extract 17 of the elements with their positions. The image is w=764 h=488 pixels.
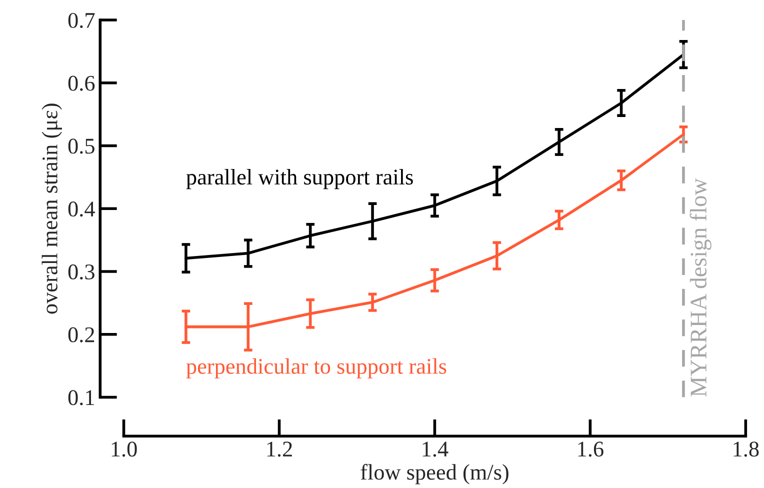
y-tick-label: 0.4 [68,202,95,217]
y-tick-label: 0.6 [68,76,95,91]
y-tick-label: 0.3 [68,264,94,280]
x-tick-label: 1.4 [422,442,448,457]
y-tick-label: 0.5 [68,138,94,154]
x-tick-label: 1.0 [112,442,137,457]
series-label: perpendicular to support rails [186,358,446,378]
x-tick-label: 1.2 [267,442,292,457]
y-axis-title: overall mean strain (με) [42,104,62,314]
x-axis-title: flow speed (m/s) [360,464,508,484]
y-tick-label: 0.2 [68,327,94,342]
x-tick-label: 1.6 [578,442,604,457]
y-tick-label: 0.1 [68,390,94,406]
y-tick-label: 0.7 [68,12,95,28]
ref-line-label: MYRRHA design flow [690,178,712,397]
x-tick-label: 1.8 [734,442,759,457]
series-label: parallel with support rails [186,168,413,190]
